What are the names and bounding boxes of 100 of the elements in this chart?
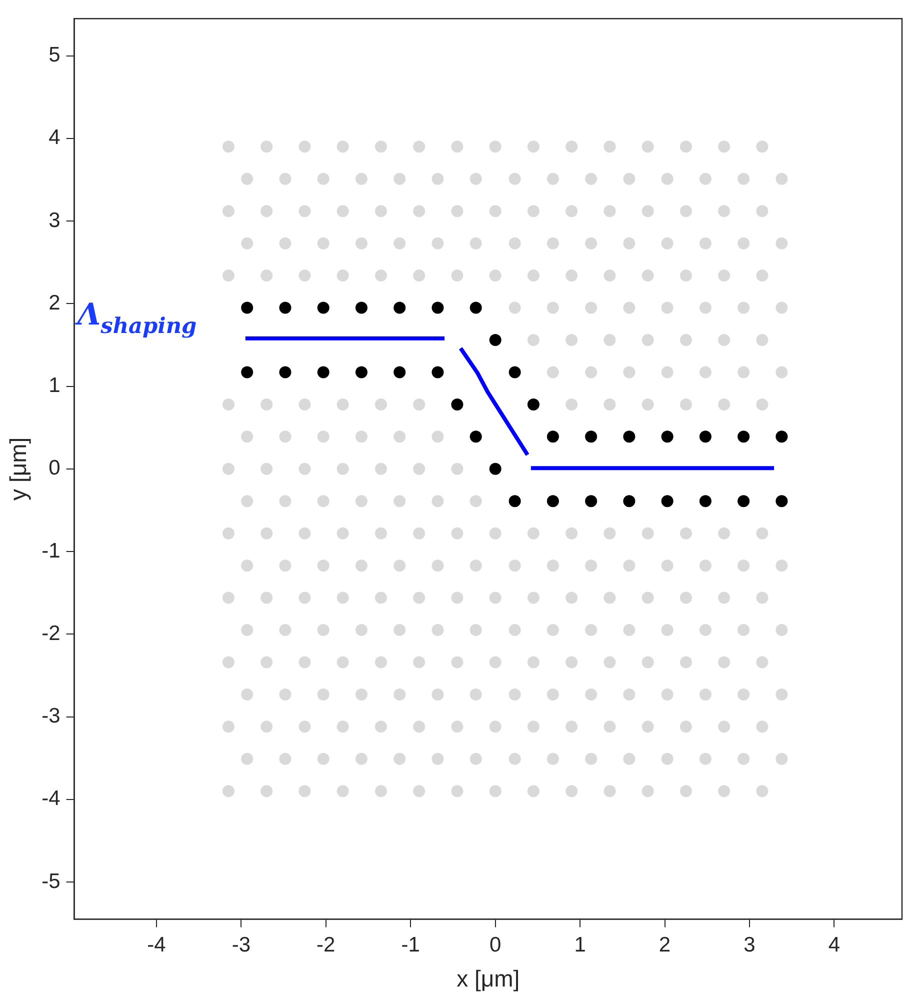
point [699,688,712,700]
point [241,752,254,765]
point [489,785,502,798]
point [776,366,788,378]
point [394,366,406,378]
point [527,140,540,153]
x-tick-label: 3 [744,934,756,957]
y-tick-label: -4 [42,787,61,810]
point [336,592,349,604]
point [527,398,540,410]
point [508,172,521,185]
point [585,430,598,443]
point [222,270,234,282]
point [527,785,540,798]
point [546,560,559,572]
point [279,624,292,636]
point [413,527,426,540]
point [661,495,674,508]
point [374,785,387,798]
point [355,237,368,250]
point [317,624,330,636]
x-tick-label: -2 [316,934,336,957]
point [394,495,406,508]
point [527,270,540,282]
point [585,624,598,636]
point [279,688,292,700]
point [661,302,674,314]
point [241,560,254,572]
point [413,205,426,218]
point [680,527,692,540]
point [413,785,426,798]
point [604,398,616,410]
point [470,752,482,765]
point [355,624,368,636]
point [241,237,254,250]
point [527,592,540,604]
point [680,785,692,798]
point [489,656,502,668]
point [623,430,636,443]
point [298,398,311,410]
point [489,270,502,282]
point [718,656,730,668]
point [738,688,750,700]
point [604,527,616,540]
point [451,592,464,604]
point [642,656,654,668]
point [451,462,464,475]
point [680,270,692,282]
point [699,560,712,572]
point [317,752,330,765]
point [317,302,330,314]
point [508,495,521,508]
point [756,720,768,733]
point [738,237,750,250]
point [470,172,482,185]
point [546,688,559,700]
point [279,495,292,508]
point [336,720,349,733]
point [394,624,406,636]
point [241,302,254,314]
point [566,270,578,282]
point [470,688,482,700]
point [604,720,616,733]
point [336,527,349,540]
point [432,430,444,443]
point [604,205,616,218]
point [413,656,426,668]
point [566,527,578,540]
point [432,688,444,700]
point [451,205,464,218]
point [546,237,559,250]
point [470,430,482,443]
point [222,592,234,604]
point [279,237,292,250]
point [260,527,273,540]
point [489,720,502,733]
x-tick-label: -4 [147,934,166,957]
point [355,560,368,572]
point [623,495,636,508]
point [451,785,464,798]
point [718,398,730,410]
point [527,334,540,346]
point [241,366,254,378]
point [776,688,788,700]
point [489,334,502,346]
x-tick-label: 1 [574,934,586,957]
point [661,752,674,765]
point [661,560,674,572]
point [394,302,406,314]
point [298,592,311,604]
point [355,688,368,700]
point [222,527,234,540]
point [585,495,598,508]
point [355,366,368,378]
point [699,752,712,765]
point [432,172,444,185]
point [718,270,730,282]
point [566,785,578,798]
point [699,495,712,508]
point [527,527,540,540]
